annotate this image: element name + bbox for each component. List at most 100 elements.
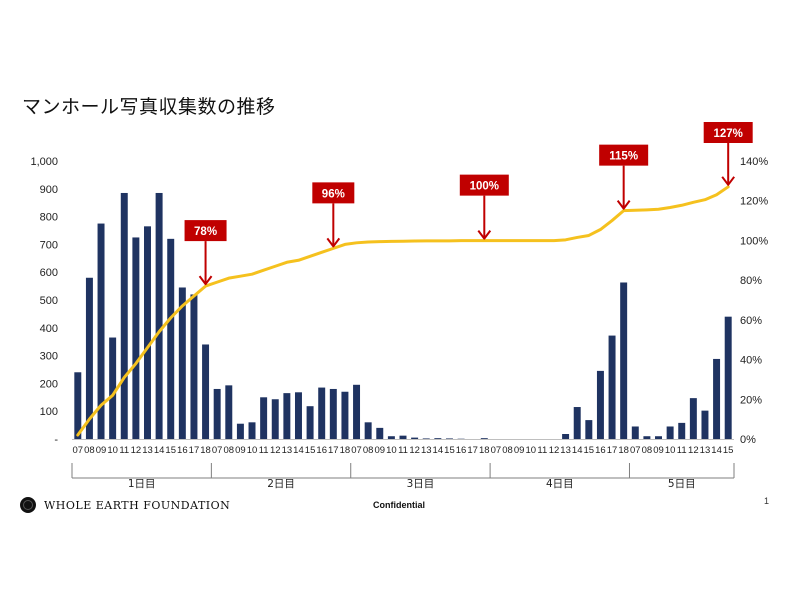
callout-arrow-head [477,230,492,240]
x-tick-label: 18 [200,445,211,456]
x-tick-label: 12 [270,445,281,456]
callout-label: 100% [470,181,499,193]
bar [85,277,93,439]
page-title: マンホール写真収集数の推移 [22,96,276,118]
callout: 115% [599,144,649,210]
bar [422,438,430,439]
bar [202,344,210,439]
x-tick-label: 15 [305,445,316,456]
left-axis-tick-label: 500 [40,295,58,307]
x-tick-label: 13 [560,445,571,456]
page-number: 1 [764,496,770,506]
left-axis-tick-label: 600 [40,267,58,279]
left-axis-tick-label: 300 [40,351,58,363]
callout: 100% [459,174,509,240]
x-tick-label: 09 [653,445,664,456]
x-tick-label: 10 [665,445,676,456]
x-tick-label: 16 [316,445,327,456]
x-tick-label: 11 [677,445,687,456]
callout: 96% [312,182,355,248]
x-tick-label: 17 [607,445,618,456]
bar [144,226,151,439]
x-tick-label: 07 [491,445,502,456]
left-axis-tick-label: - [54,434,58,446]
left-axis-tick-label: 1,000 [30,156,58,168]
callout-box [703,122,753,143]
x-tick-label: 09 [96,445,107,456]
x-tick-label: 11 [537,445,547,456]
x-tick-label: 10 [386,445,397,456]
callout-box [184,220,227,242]
x-tick-label: 13 [700,445,711,456]
bar [74,372,82,439]
right-axis-tick-label: 100% [740,235,768,247]
bar [364,422,372,439]
bar [178,287,186,439]
x-tick-label: 10 [525,445,536,456]
bar [596,370,604,439]
x-tick-label: 07 [212,445,223,456]
bar [678,422,686,439]
bar [573,407,581,439]
bar [701,410,709,439]
callout-arrow-head [616,200,631,210]
right-axis-tick-label: 140% [740,156,768,168]
x-tick-label: 12 [549,445,560,456]
x-tick-label: 09 [514,445,525,456]
x-tick-label: 10 [247,445,258,456]
bar [120,192,128,439]
x-tick-label: 17 [328,445,339,456]
bar-series [74,192,732,439]
x-tick-label: 08 [363,445,374,456]
bar [411,437,419,439]
callout-box [459,174,509,196]
day-group-label: 2日目 [267,478,295,490]
right-axis-tick-label: 40% [740,355,762,367]
right-axis-tick-label: 120% [740,196,768,208]
bar [434,438,442,439]
right-axis-tick-label: 60% [740,315,762,327]
x-tick-label: 15 [165,445,176,456]
bar [643,436,651,439]
callout-box [599,144,649,166]
bar [294,392,302,439]
left-axis-tick-label: 100 [40,406,58,418]
bar [283,393,291,439]
x-tick-label: 11 [259,445,269,456]
x-tick-label: 12 [409,445,420,456]
day-group-label: 4日目 [546,478,574,490]
bar [399,435,407,439]
bar [260,397,268,439]
x-tick-label: 15 [584,445,595,456]
x-tick-label: 12 [131,445,142,456]
callout-label: 96% [322,188,345,200]
x-tick-label: 07 [351,445,362,456]
left-axis-tick-label: 700 [40,239,58,251]
x-tick-label: 09 [235,445,246,456]
cumulative-line [76,185,730,437]
bar [562,434,570,439]
bar [387,436,395,439]
callout-arrow-head [198,275,213,286]
x-tick-label: 18 [479,445,490,456]
cumulative-line-series [76,185,730,437]
day-group-label: 5日目 [668,478,696,490]
day-group-label: 1日目 [128,478,156,490]
bar [376,427,384,439]
x-tick-label: 16 [456,445,467,456]
right-axis-tick-label: 0% [740,434,756,446]
bar [713,358,721,439]
bar [318,387,326,439]
bar [109,337,117,439]
x-tick-label: 15 [444,445,455,456]
x-tick-label: 13 [142,445,153,456]
right-axis-tick-label: 20% [740,394,762,406]
x-tick-label: 14 [572,445,583,456]
bar [236,423,244,439]
bar [306,406,314,439]
bar [585,420,593,439]
bar [724,316,732,439]
left-axis-tick-label: 900 [40,184,58,196]
confidential-label: Confidential [373,500,425,510]
